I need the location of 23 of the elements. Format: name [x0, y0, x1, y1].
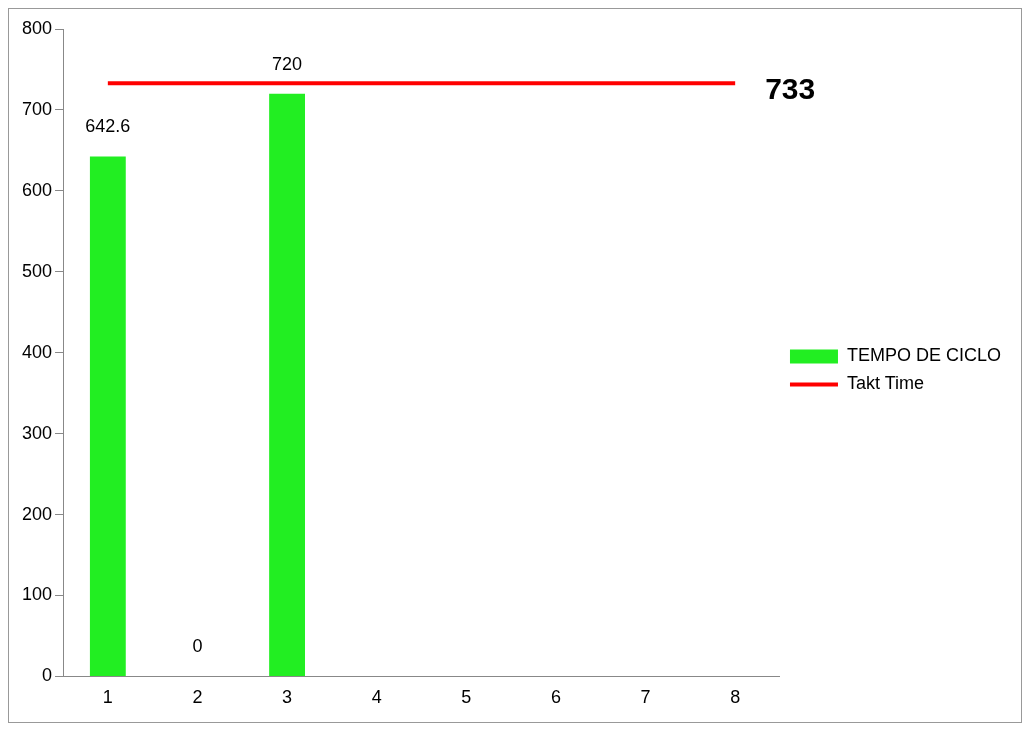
y-tick-label: 500 [21, 260, 53, 281]
x-tick-label: 2 [192, 687, 203, 708]
y-tick-label: 400 [21, 341, 53, 362]
y-tick-label: 300 [21, 422, 53, 443]
y-tick-label: 100 [21, 584, 53, 605]
annotation: 733 [765, 72, 816, 106]
legend-label: TEMPO DE CICLO [846, 345, 1002, 366]
data-label: 642.6 [85, 116, 131, 137]
data-label: 0 [192, 636, 203, 657]
x-tick-label: 1 [102, 687, 113, 708]
data-label: 720 [272, 53, 303, 74]
y-tick-label: 600 [21, 179, 53, 200]
x-tick-label: 5 [461, 687, 472, 708]
y-tick-label: 800 [21, 17, 53, 38]
x-tick-label: 4 [371, 687, 382, 708]
x-tick-label: 7 [640, 687, 651, 708]
x-tick-label: 8 [730, 687, 741, 708]
y-tick-label: 200 [21, 503, 53, 524]
x-tick-label: 3 [282, 687, 293, 708]
y-tick-label: 700 [21, 98, 53, 119]
x-tick-label: 6 [550, 687, 561, 708]
y-tick-label: 0 [42, 665, 53, 686]
legend-label: Takt Time [846, 373, 925, 394]
